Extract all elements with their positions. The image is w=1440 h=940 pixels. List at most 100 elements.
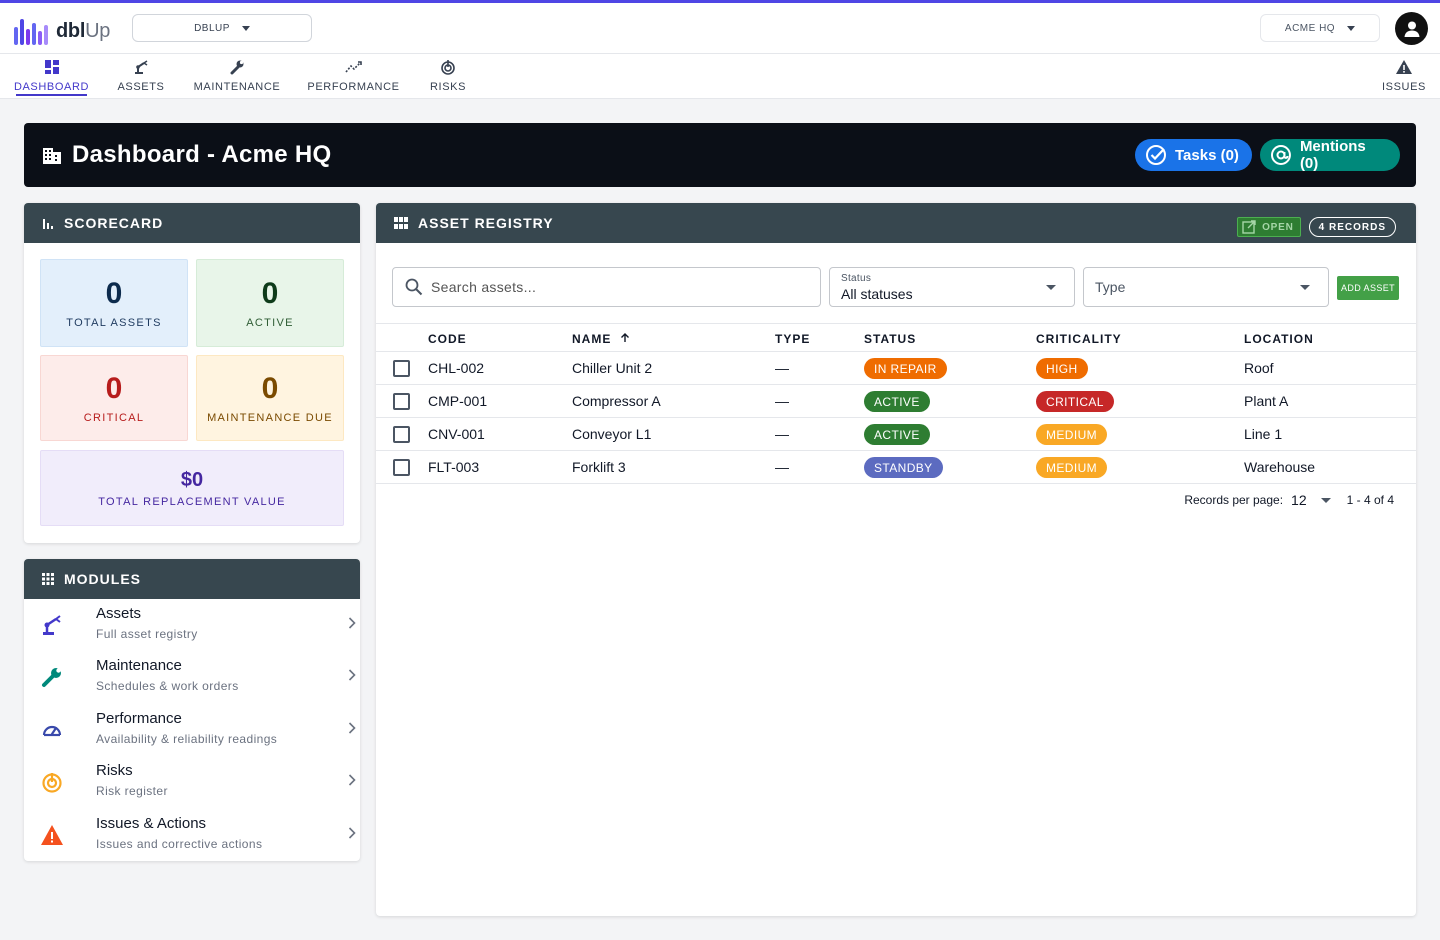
per-page-select[interactable]: 12 — [1291, 492, 1307, 508]
bar-chart-icon — [43, 219, 53, 229]
scorecard-panel: SCORECARD 0 TOTAL ASSETS 0 ACTIVE 0 CRIT… — [24, 203, 360, 543]
criticality-badge: MEDIUM — [1036, 457, 1108, 478]
page-title-text: Dashboard - Acme HQ — [72, 141, 332, 168]
total-assets-label: TOTAL ASSETS — [66, 317, 162, 329]
warning-icon — [40, 823, 64, 847]
nav-maintenance[interactable]: MAINTENANCE — [194, 54, 280, 99]
module-subtitle: Availability & reliability readings — [96, 732, 278, 746]
status-filter-select[interactable]: Status All statuses — [829, 267, 1075, 307]
nav-issues[interactable]: ISSUES — [1382, 54, 1426, 99]
tasks-label: Tasks (0) — [1175, 146, 1239, 164]
nav-performance[interactable]: PERFORMANCE — [307, 54, 400, 99]
cell-name: Forklift 3 — [572, 459, 626, 475]
at-sign-icon — [1270, 145, 1291, 165]
tasks-button[interactable]: Tasks (0) — [1135, 139, 1252, 171]
search-icon — [405, 278, 423, 296]
column-header-criticality[interactable]: CRITICALITY — [1036, 332, 1122, 346]
wrench-icon — [229, 58, 245, 76]
column-header-location[interactable]: LOCATION — [1244, 332, 1314, 346]
table-row[interactable]: CMP-001 Compressor A — ACTIVE CRITICAL P… — [376, 385, 1416, 418]
building-icon — [43, 148, 61, 164]
main-nav: DASHBOARD ASSETS MAINTENANCE PERFORMANCE… — [0, 54, 1440, 99]
tile-replacement-value[interactable]: $0 TOTAL REPLACEMENT VALUE — [40, 450, 344, 526]
nav-assets-label: ASSETS — [117, 81, 165, 93]
nav-dashboard[interactable]: DASHBOARD — [14, 54, 88, 99]
nav-performance-label: PERFORMANCE — [307, 81, 400, 93]
cell-location: Roof — [1244, 360, 1274, 376]
module-item-performance[interactable]: Performance Availability & reliability r… — [24, 704, 360, 756]
total-assets-value: 0 — [105, 277, 123, 310]
logo-bars-icon — [14, 19, 48, 45]
user-avatar-button[interactable] — [1395, 12, 1428, 45]
table-row[interactable]: FLT-003 Forklift 3 — STANDBY MEDIUM Ware… — [376, 451, 1416, 484]
logo-text: dblUp — [56, 17, 110, 45]
org-selector[interactable]: DBLUP — [132, 14, 312, 42]
scorecard-header: SCORECARD — [24, 203, 360, 243]
module-item-issues[interactable]: Issues & Actions Issues and corrective a… — [24, 809, 360, 861]
row-checkbox[interactable] — [393, 459, 410, 476]
cell-code: FLT-003 — [428, 459, 480, 475]
column-header-type[interactable]: TYPE — [775, 332, 811, 346]
type-filter-select[interactable]: Type — [1083, 267, 1329, 307]
row-checkbox[interactable] — [393, 393, 410, 410]
nav-assets[interactable]: ASSETS — [117, 54, 165, 99]
cell-location: Plant A — [1244, 393, 1289, 409]
column-header-name[interactable]: NAME — [572, 332, 630, 346]
criticality-badge: MEDIUM — [1036, 424, 1108, 445]
nav-risks[interactable]: RISKS — [430, 54, 466, 99]
nav-issues-label: ISSUES — [1382, 81, 1426, 93]
cell-location: Warehouse — [1244, 459, 1316, 475]
mentions-button[interactable]: Mentions (0) — [1260, 138, 1400, 172]
module-subtitle: Risk register — [96, 784, 168, 798]
chevron-right-icon — [348, 774, 356, 786]
chevron-right-icon — [348, 722, 356, 734]
app-logo[interactable]: dblUp — [14, 15, 110, 45]
apps-grid-icon — [42, 573, 54, 585]
critical-label: CRITICAL — [83, 412, 145, 424]
open-registry-button[interactable]: OPEN — [1237, 217, 1301, 237]
module-title: Performance — [96, 710, 182, 727]
user-icon — [1404, 21, 1419, 37]
status-filter-label: Status — [841, 273, 872, 284]
tile-maintenance-due[interactable]: 0 MAINTENANCE DUE — [196, 355, 344, 441]
tile-total-assets[interactable]: 0 TOTAL ASSETS — [40, 259, 188, 347]
row-checkbox[interactable] — [393, 360, 410, 377]
maintenance-due-label: MAINTENANCE DUE — [207, 412, 333, 424]
table-row[interactable]: CHL-002 Chiller Unit 2 — IN REPAIR HIGH … — [376, 352, 1416, 385]
criticality-badge: CRITICAL — [1036, 391, 1114, 412]
page-title: Dashboard - Acme HQ — [42, 123, 332, 187]
robot-arm-icon — [40, 613, 64, 637]
sort-arrow-up-icon — [620, 333, 629, 342]
status-badge: ACTIVE — [864, 391, 930, 412]
row-checkbox[interactable] — [393, 426, 410, 443]
module-subtitle: Issues and corrective actions — [96, 837, 263, 851]
replacement-value: $0 — [180, 469, 204, 491]
records-count-text: 4 RECORDS — [1318, 221, 1386, 233]
column-header-code[interactable]: CODE — [428, 332, 467, 346]
module-item-maintenance[interactable]: Maintenance Schedules & work orders — [24, 651, 360, 703]
module-item-risks[interactable]: Risks Risk register — [24, 756, 360, 808]
search-box[interactable] — [392, 267, 821, 307]
cell-name: Conveyor L1 — [572, 426, 652, 442]
table-row[interactable]: CNV-001 Conveyor L1 — ACTIVE MEDIUM Line… — [376, 418, 1416, 451]
registry-header: ASSET REGISTRY OPEN 4 RECORDS — [376, 203, 1416, 243]
cell-code: CMP-001 — [428, 393, 488, 409]
table-header-row: CODE NAME TYPE STATUS CRITICALITY LOCATI… — [376, 323, 1416, 352]
tile-critical[interactable]: 0 CRITICAL — [40, 355, 188, 441]
column-header-status[interactable]: STATUS — [864, 332, 917, 346]
search-input[interactable] — [431, 279, 791, 295]
chevron-right-icon — [348, 617, 356, 629]
replacement-value-label: TOTAL REPLACEMENT VALUE — [98, 496, 286, 508]
page-range: 1 - 4 of 4 — [1346, 493, 1394, 507]
top-bar: dblUp DBLUP ACME HQ — [0, 3, 1440, 54]
cell-code: CHL-002 — [428, 360, 485, 376]
tile-active[interactable]: 0 ACTIVE — [196, 259, 344, 347]
site-selector[interactable]: ACME HQ — [1260, 14, 1380, 42]
dropdown-arrow-icon[interactable] — [1320, 497, 1331, 503]
status-filter-value: All statuses — [841, 286, 913, 302]
add-asset-button[interactable]: ADD ASSET — [1337, 276, 1399, 300]
status-badge: ACTIVE — [864, 424, 930, 445]
module-item-assets[interactable]: Assets Full asset registry — [24, 599, 360, 651]
nav-risks-label: RISKS — [430, 81, 467, 93]
module-subtitle: Schedules & work orders — [96, 679, 239, 693]
